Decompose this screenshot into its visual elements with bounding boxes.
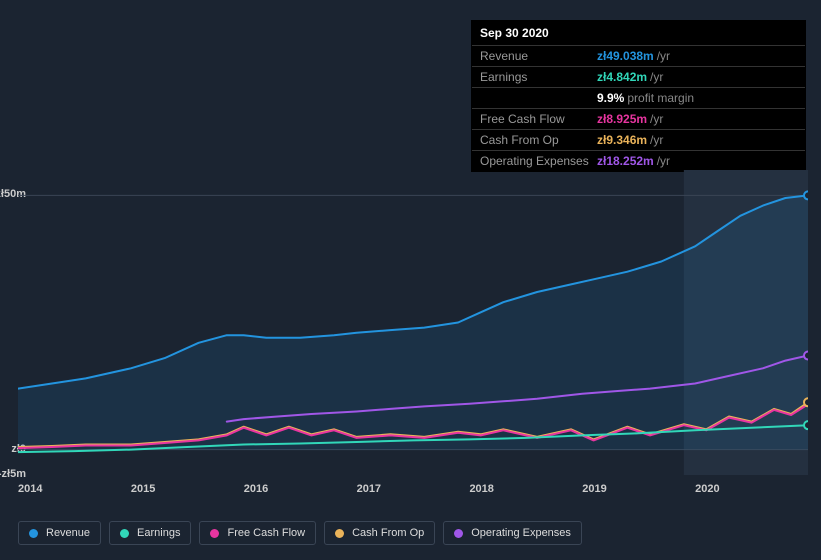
legend-item[interactable]: Operating Expenses xyxy=(443,521,582,545)
legend-item[interactable]: Earnings xyxy=(109,521,191,545)
plot-area[interactable] xyxy=(18,170,808,475)
legend-swatch xyxy=(29,529,38,538)
x-axis-label: 2019 xyxy=(582,483,695,495)
tooltip-row: Cash From Opzł9.346m/yr xyxy=(472,129,805,150)
x-axis-label: 2018 xyxy=(469,483,582,495)
x-axis-label: 2016 xyxy=(244,483,357,495)
x-axis-labels: 2014201520162017201820192020 xyxy=(18,483,808,495)
financials-chart: zł50mzł0-zł5m 20142015201620172018201920… xyxy=(0,150,821,510)
legend-label: Free Cash Flow xyxy=(227,527,305,539)
tooltip-row-label: Revenue xyxy=(480,49,597,63)
tooltip-row-value: 9.9% xyxy=(597,91,624,105)
legend-item[interactable]: Free Cash Flow xyxy=(199,521,316,545)
x-axis-label: 2014 xyxy=(18,483,131,495)
tooltip-row-unit: /yr xyxy=(657,49,670,63)
legend-swatch xyxy=(210,529,219,538)
tooltip-row-unit: /yr xyxy=(650,133,663,147)
tooltip-row: Revenuezł49.038m/yr xyxy=(472,45,805,66)
tooltip-row-unit: profit margin xyxy=(627,91,694,105)
tooltip-row-value: zł8.925m xyxy=(597,112,647,126)
tooltip-row-unit: /yr xyxy=(650,112,663,126)
legend-swatch xyxy=(120,529,129,538)
tooltip-row-label: Cash From Op xyxy=(480,133,597,147)
chart-legend: Revenue Earnings Free Cash Flow Cash From O… xyxy=(18,521,582,545)
legend-label: Cash From Op xyxy=(352,527,424,539)
tooltip-row: Earningszł4.842m/yr xyxy=(472,66,805,87)
x-axis-label: 2015 xyxy=(131,483,244,495)
legend-label: Earnings xyxy=(137,527,180,539)
legend-label: Revenue xyxy=(46,527,90,539)
tooltip-row-label: Earnings xyxy=(480,70,597,84)
legend-swatch xyxy=(454,529,463,538)
legend-item[interactable]: Revenue xyxy=(18,521,101,545)
legend-label: Operating Expenses xyxy=(471,527,571,539)
tooltip-row-value: zł49.038m xyxy=(597,49,654,63)
legend-item[interactable]: Cash From Op xyxy=(324,521,435,545)
tooltip-date: Sep 30 2020 xyxy=(472,21,805,45)
tooltip-row-value: zł4.842m xyxy=(597,70,647,84)
tooltip-row: Free Cash Flowzł8.925m/yr xyxy=(472,108,805,129)
tooltip-row-label: Free Cash Flow xyxy=(480,112,597,126)
tooltip-row: 9.9%profit margin xyxy=(472,87,805,108)
tooltip-row-value: zł9.346m xyxy=(597,133,647,147)
x-axis-label: 2017 xyxy=(357,483,470,495)
tooltip-row-label xyxy=(480,91,597,105)
tooltip-row-unit: /yr xyxy=(650,70,663,84)
x-axis-label: 2020 xyxy=(695,483,808,495)
legend-swatch xyxy=(335,529,344,538)
